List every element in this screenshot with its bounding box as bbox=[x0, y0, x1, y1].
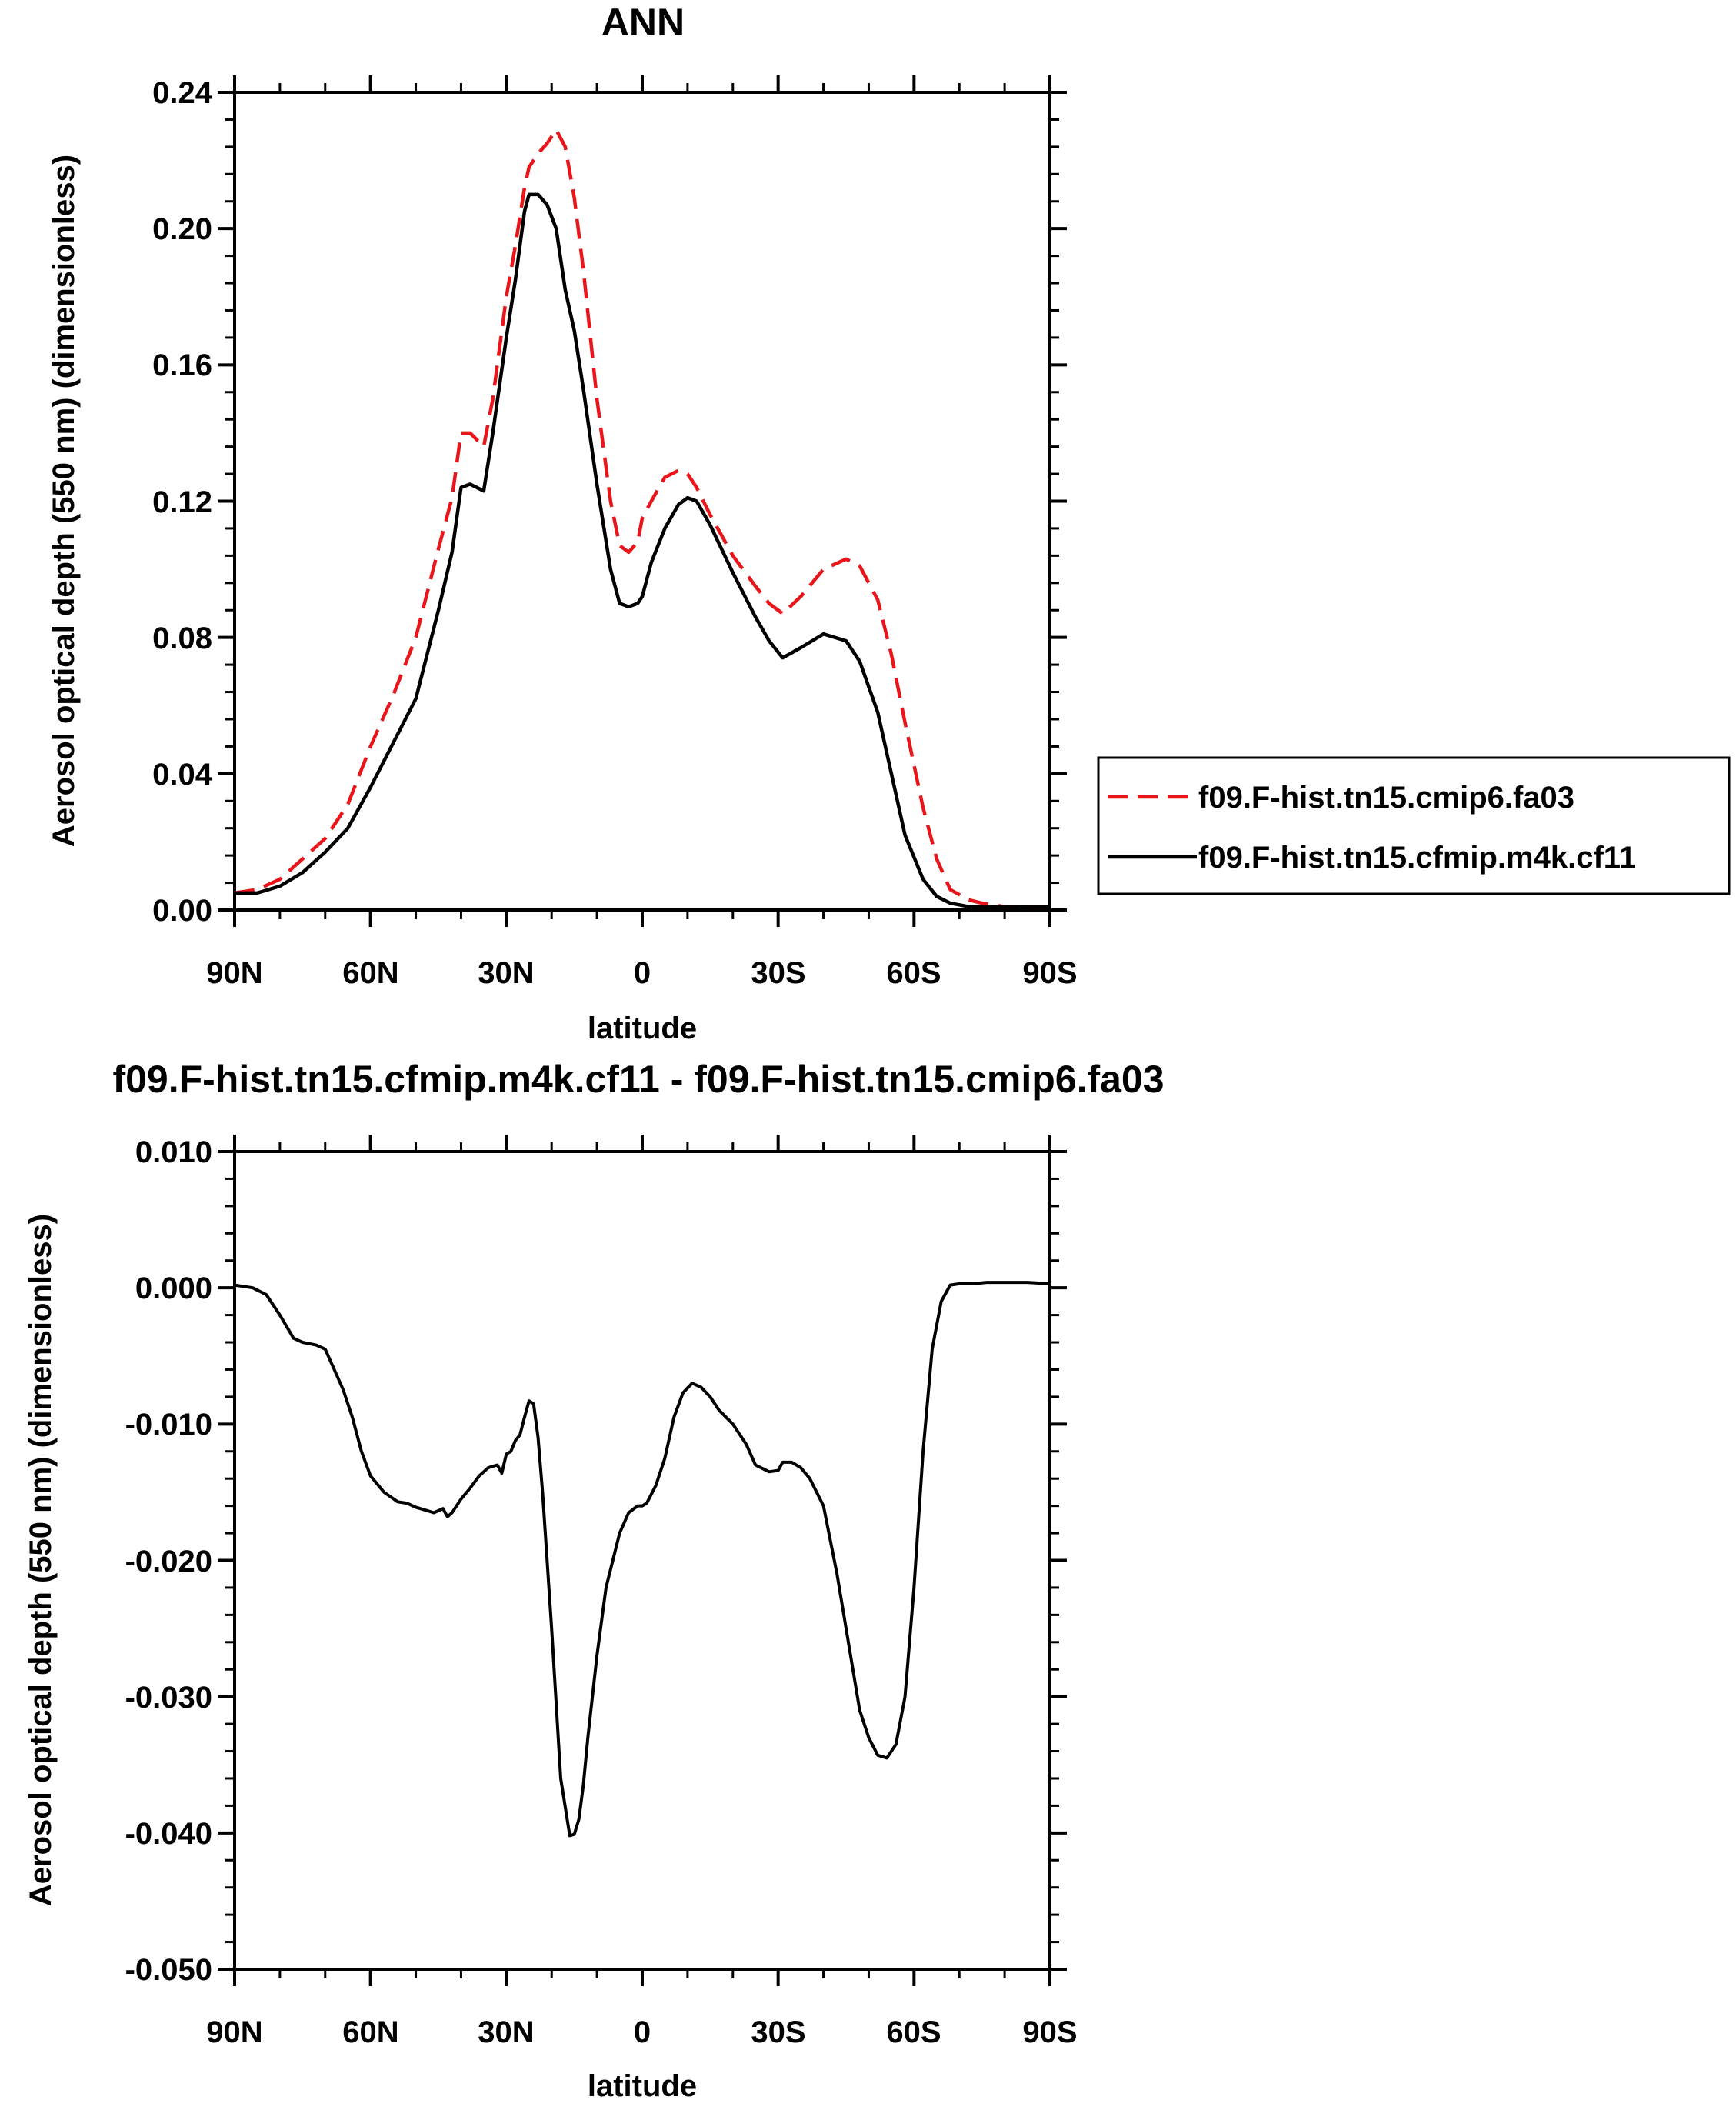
top-y-tick-label: 0.08 bbox=[152, 622, 212, 655]
top-x-tick-label: 0 bbox=[634, 956, 651, 990]
bottom-x-axis-label: latitude bbox=[588, 2069, 697, 2103]
bottom-y-tick-label: -0.010 bbox=[125, 1408, 212, 1442]
top-y-tick-label: 0.12 bbox=[152, 485, 212, 519]
bottom-y-tick-label: -0.020 bbox=[125, 1545, 212, 1578]
panel-bottom-difference: f09.F-hist.tn15.cfmip.m4k.cf11 - f09.F-h… bbox=[24, 1058, 1165, 2103]
bottom-y-tick-label: 0.000 bbox=[135, 1272, 212, 1305]
top-y-tick-labels: 0.00 0.04 0.08 0.12 0.16 0.20 0.24 bbox=[152, 76, 213, 928]
bottom-x-tick-label: 90N bbox=[206, 2015, 262, 2049]
top-y-tick-label: 0.16 bbox=[152, 348, 212, 382]
series-line-difference bbox=[234, 1281, 1051, 1838]
bottom-x-tick-label: 90S bbox=[1022, 2015, 1077, 2049]
bottom-series-group bbox=[234, 1281, 1051, 1838]
legend-label-cfmip-m4k-cf11: f09.F-hist.tn15.cfmip.m4k.cf11 bbox=[1198, 841, 1636, 875]
bottom-x-tick-label: 30N bbox=[478, 2015, 534, 2049]
top-x-tick-label: 90S bbox=[1022, 956, 1077, 990]
bottom-y-tick-label: -0.040 bbox=[125, 1817, 212, 1851]
bottom-y-tick-label: -0.030 bbox=[125, 1681, 212, 1715]
top-y-axis-label: Aerosol optical depth (550 nm) (dimensio… bbox=[47, 155, 81, 847]
legend-label-cmip6-fa03: f09.F-hist.tn15.cmip6.fa03 bbox=[1198, 781, 1574, 815]
top-x-tick-label: 90N bbox=[206, 956, 262, 990]
series-line-cmip6-fa03 bbox=[234, 128, 1050, 908]
panel-top-ann: ANN 0.00 0.04 0.08 0.12 0.16 0.20 0.24 9… bbox=[47, 1, 1731, 1045]
top-plot-frame bbox=[233, 91, 1051, 912]
top-x-tick-labels: 90N 60N 30N 0 30S 60S 90S bbox=[206, 956, 1077, 990]
top-x-tick-label: 60N bbox=[342, 956, 398, 990]
bottom-y-tick-label: -0.050 bbox=[125, 1953, 212, 1987]
bottom-chart-title: f09.F-hist.tn15.cfmip.m4k.cf11 - f09.F-h… bbox=[112, 1058, 1164, 1101]
top-x-tick-label: 60S bbox=[886, 956, 941, 990]
top-y-tick-label: 0.24 bbox=[152, 76, 213, 110]
legend: f09.F-hist.tn15.cmip6.fa03 f09.F-hist.tn… bbox=[1097, 756, 1731, 895]
top-x-axis-label: latitude bbox=[588, 1012, 697, 1045]
bottom-x-tick-label: 60S bbox=[886, 2015, 941, 2049]
top-x-tick-label: 30S bbox=[751, 956, 805, 990]
bottom-x-tick-label: 0 bbox=[634, 2015, 651, 2049]
top-chart-title: ANN bbox=[601, 1, 685, 44]
bottom-y-tick-label: 0.010 bbox=[135, 1135, 212, 1169]
top-y-tick-label: 0.00 bbox=[152, 894, 212, 928]
top-series-group bbox=[234, 128, 1050, 908]
legend-box bbox=[1097, 756, 1731, 895]
series-line-cfmip-m4k-cf11 bbox=[235, 192, 1050, 908]
top-axis-ticks bbox=[218, 75, 1067, 927]
top-y-tick-label: 0.04 bbox=[152, 758, 213, 792]
bottom-plot-area bbox=[218, 1135, 1067, 1986]
top-plot-area bbox=[218, 75, 1067, 927]
top-y-tick-label: 0.20 bbox=[152, 212, 212, 246]
bottom-y-tick-labels: -0.050 -0.040 -0.030 -0.020 -0.010 0.000… bbox=[125, 1135, 212, 1987]
top-x-tick-label: 30N bbox=[478, 956, 534, 990]
bottom-axis-ticks bbox=[218, 1135, 1067, 1986]
bottom-x-tick-labels: 90N 60N 30N 0 30S 60S 90S bbox=[206, 2015, 1077, 2049]
bottom-plot-frame bbox=[233, 1150, 1051, 1971]
bottom-x-tick-label: 30S bbox=[751, 2015, 805, 2049]
bottom-x-tick-label: 60N bbox=[342, 2015, 398, 2049]
bottom-y-axis-label: Aerosol optical depth (550 nm) (dimensio… bbox=[24, 1214, 58, 1906]
